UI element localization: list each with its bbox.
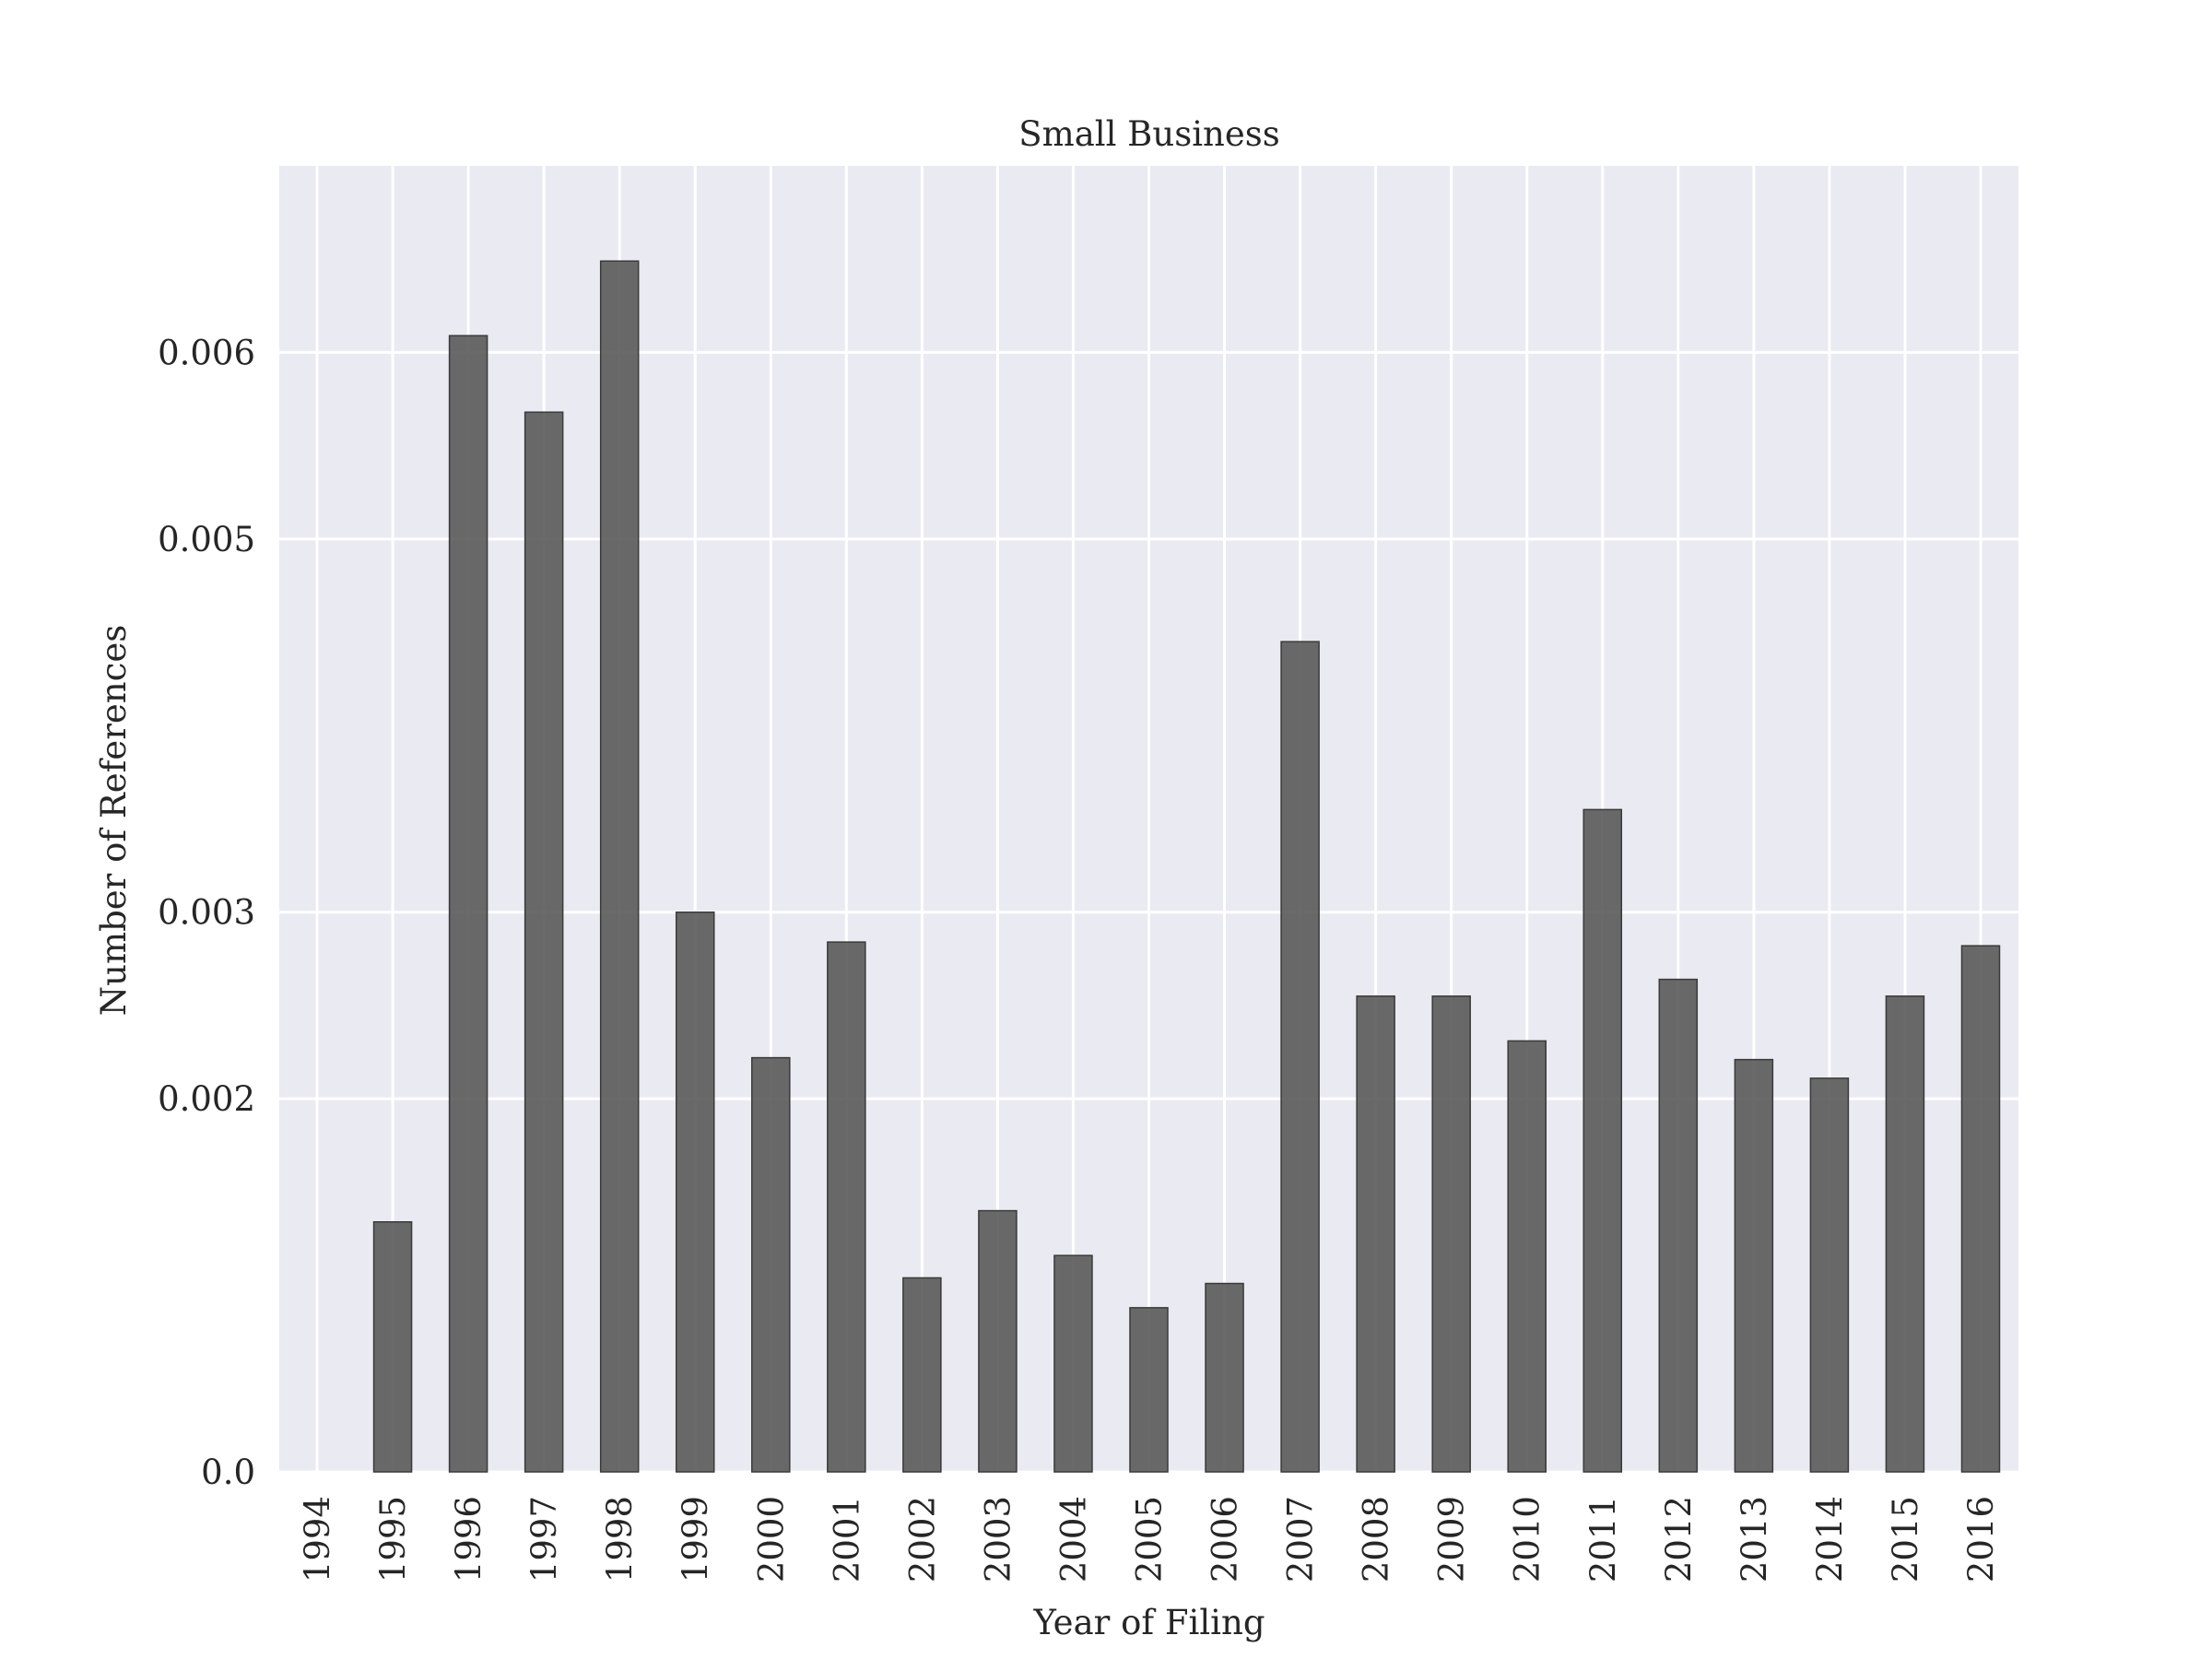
bar-2002 [902, 1277, 942, 1473]
bar-2011 [1583, 808, 1623, 1473]
bar-2007 [1280, 641, 1320, 1473]
bar-2015 [1885, 995, 1925, 1473]
x-tick-label: 2001 [827, 1496, 866, 1583]
x-tick-label: 2016 [1961, 1496, 2001, 1583]
bar-2012 [1658, 978, 1699, 1473]
bar-1997 [524, 411, 564, 1473]
y-tick-labels: 0.0 0.002 0.003 0.005 0.006 [158, 333, 255, 1492]
bar-1999 [675, 911, 715, 1473]
x-tick-label: 1994 [298, 1496, 337, 1583]
x-tick-label: 2015 [1886, 1496, 1925, 1583]
bar-2016 [1960, 945, 2001, 1473]
bar-2001 [827, 941, 866, 1473]
x-tick-label: 1997 [524, 1496, 564, 1583]
y-axis-label: Number of References [94, 625, 134, 1016]
x-tick-label: 2005 [1130, 1496, 1170, 1583]
bar-1996 [448, 335, 488, 1473]
bar-2008 [1356, 995, 1395, 1473]
y-tick-label: 0.006 [158, 333, 255, 372]
bar-2005 [1129, 1307, 1169, 1473]
bar-2009 [1431, 995, 1471, 1473]
x-tick-labels: 1994 1995 1996 1997 1998 1999 2000 2001 2002 2003… [298, 1496, 2001, 1583]
x-tick-label: 2008 [1357, 1496, 1396, 1583]
bar-2010 [1507, 1040, 1547, 1473]
y-tick-label: 0.002 [158, 1079, 255, 1119]
x-tick-label: 2009 [1432, 1496, 1472, 1583]
x-tick-label: 2007 [1281, 1496, 1321, 1583]
x-tick-label: 2014 [1810, 1496, 1850, 1583]
x-tick-label: 2006 [1206, 1496, 1245, 1583]
bar-1995 [372, 1220, 413, 1473]
x-tick-label: 1998 [600, 1496, 640, 1583]
x-tick-label: 2011 [1583, 1496, 1623, 1583]
bar-2003 [978, 1209, 1018, 1473]
bar-1998 [599, 260, 640, 1473]
x-tick-label: 1999 [676, 1496, 715, 1583]
x-tick-label: 2002 [902, 1496, 942, 1583]
bar-2013 [1734, 1058, 1774, 1473]
chart-title: Small Business [1018, 114, 1279, 154]
x-tick-label: 1996 [449, 1496, 488, 1583]
x-tick-label: 2013 [1735, 1496, 1774, 1583]
x-tick-label: 1995 [373, 1496, 413, 1583]
bars [372, 260, 2001, 1473]
bar-2004 [1053, 1254, 1093, 1473]
y-tick-label: 0.003 [158, 893, 255, 933]
y-tick-label: 0.0 [201, 1453, 255, 1492]
bar-2006 [1205, 1282, 1244, 1473]
x-tick-label: 2012 [1659, 1496, 1699, 1583]
x-tick-label: 2004 [1053, 1496, 1093, 1583]
bar-2014 [1809, 1077, 1850, 1473]
y-tick-label: 0.005 [158, 520, 255, 559]
x-tick-label: 2000 [751, 1496, 791, 1583]
bar-2000 [751, 1056, 791, 1473]
x-tick-label: 2010 [1508, 1496, 1547, 1583]
x-axis-label: Year of Filing [1032, 1603, 1265, 1642]
x-tick-label: 2003 [978, 1496, 1018, 1583]
